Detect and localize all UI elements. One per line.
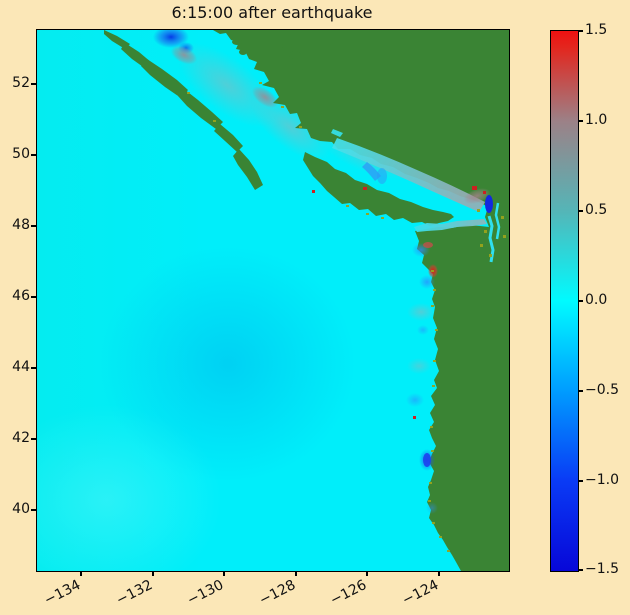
puget-sound-finger [494, 202, 501, 240]
bc-inlet [331, 129, 343, 137]
colorbar-tick-mark [578, 480, 583, 482]
colorbar-tick-mark [578, 390, 583, 392]
x-tick-mark [152, 571, 154, 576]
land-vancouver-island [303, 152, 454, 226]
x-tick-label: −128 [256, 577, 299, 609]
colorbar-tick-mark [578, 120, 583, 122]
x-tick-label: −132 [113, 577, 156, 609]
plot-title: 6:15:00 after earthquake [171, 3, 373, 22]
y-tick-mark [31, 83, 36, 85]
y-tick-label: 44 [12, 359, 30, 375]
y-tick-label: 42 [12, 430, 30, 446]
map-axes [36, 29, 510, 572]
land-mainland [213, 30, 509, 571]
land-haida-gwaii [104, 30, 263, 190]
y-tick-mark [31, 154, 36, 156]
colorbar-tick-mark [578, 30, 583, 32]
x-tick-mark [80, 571, 82, 576]
georgia-blue-streak [362, 162, 381, 181]
inland-waters [331, 129, 501, 263]
y-tick-mark [31, 438, 36, 440]
colorbar-tick-label: 1.5 [585, 22, 608, 38]
strait-of-juan-de-fuca [414, 219, 487, 232]
colorbar-tick-label: −0.5 [585, 382, 619, 398]
strait-of-georgia [332, 138, 485, 212]
y-tick-mark [31, 225, 36, 227]
x-tick-mark [223, 571, 225, 576]
y-tick-label: 48 [12, 217, 30, 233]
y-tick-label: 50 [12, 146, 30, 162]
y-tick-label: 40 [12, 501, 30, 517]
y-tick-mark [31, 296, 36, 298]
x-tick-mark [366, 571, 368, 576]
land-small-islands [232, 39, 308, 78]
y-tick-mark [31, 509, 36, 511]
x-tick-label: −130 [184, 577, 227, 609]
colorbar [550, 30, 579, 572]
map-canvas [37, 30, 509, 571]
x-tick-label: −134 [41, 577, 84, 609]
colorbar-tick-mark [578, 569, 583, 571]
y-tick-mark [31, 367, 36, 369]
coastal-wave-anomalies [406, 242, 438, 514]
colorbar-tick-label: 0.5 [585, 202, 608, 218]
colorbar-tick-mark [578, 300, 583, 302]
puget-deep-blue [485, 195, 493, 213]
x-tick-mark [438, 571, 440, 576]
x-tick-mark [295, 571, 297, 576]
y-tick-label: 52 [12, 75, 30, 91]
red-specks [312, 186, 486, 419]
x-tick-label: −126 [327, 577, 370, 609]
colorbar-tick-label: 0.0 [585, 292, 608, 308]
x-tick-label: −124 [399, 577, 442, 609]
colorbar-tick-mark [578, 210, 583, 212]
colorbar-tick-label: 1.0 [585, 112, 608, 128]
y-tick-label: 46 [12, 288, 30, 304]
land [104, 30, 509, 571]
colorbar-tick-label: −1.0 [585, 472, 619, 488]
colorbar-tick-label: −1.5 [585, 561, 619, 577]
puget-sound-finger [487, 215, 495, 263]
shore-speckles [187, 82, 506, 552]
